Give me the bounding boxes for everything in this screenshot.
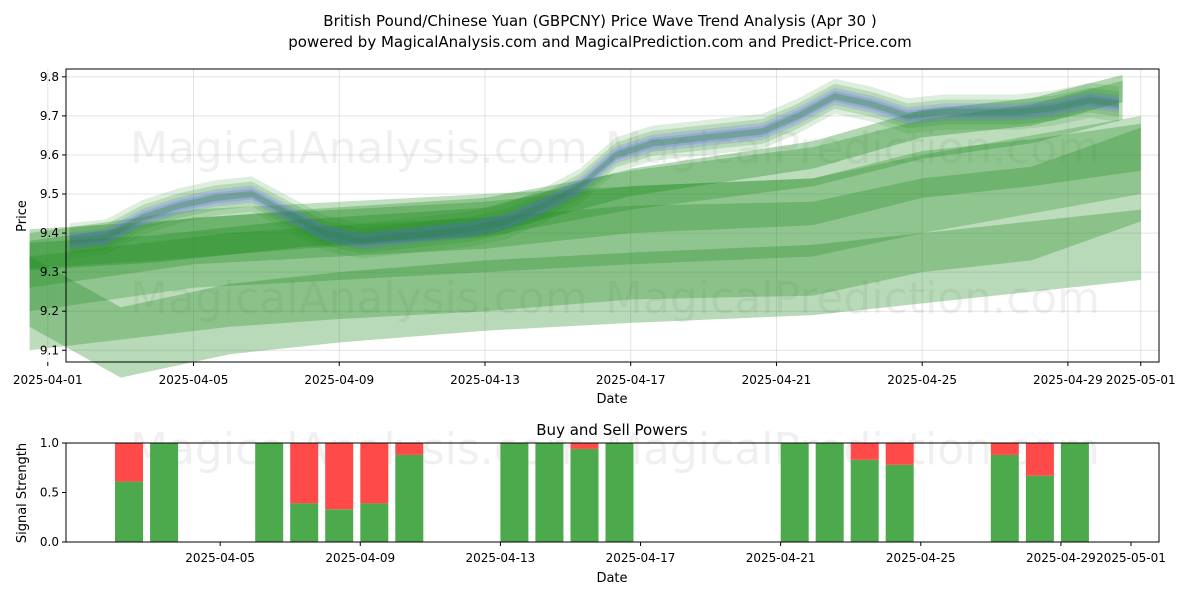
sell-power-bar	[885, 443, 914, 465]
price-y-tick-label: 9.2	[40, 304, 59, 318]
signal-y-tick-label: 0.0	[40, 535, 59, 549]
price-y-tick-label: 9.6	[40, 148, 59, 162]
signal-x-tick-label: 2025-05-01	[1096, 551, 1166, 565]
buy-power-bar	[290, 503, 319, 542]
watermark-analysis-mid: MagicalAnalysis.com	[130, 273, 588, 324]
watermark-prediction-mid: MagicalPrediction.com	[605, 273, 1100, 324]
watermark-prediction-top: MagicalPrediction.com	[605, 123, 1100, 174]
price-x-tick-label: 2025-04-13	[450, 373, 520, 387]
price-waves	[69, 78, 1119, 259]
sell-power-bar	[990, 443, 1019, 455]
price-wave-band	[69, 78, 1119, 259]
trend-band	[29, 123, 1141, 288]
trend-band	[29, 74, 1123, 271]
signal-x-tick-label: 2025-04-25	[886, 551, 956, 565]
buy-power-bar	[325, 509, 354, 542]
sell-power-bar	[360, 443, 389, 504]
price-y-ticks: 9.1 9.2 9.3 9.4 9.5 9.6 9.7 9.8	[40, 70, 66, 357]
buy-power-bar	[605, 443, 634, 542]
signal-x-tick-label: 2025-04-09	[325, 551, 395, 565]
price-x-tick-label: 2025-04-01	[13, 373, 83, 387]
price-y-tick-label: 9.5	[40, 187, 59, 201]
price-x-tick-label: 2025-04-17	[596, 373, 666, 387]
buy-power-bar	[150, 443, 179, 542]
buy-power-bar	[570, 448, 599, 542]
signal-x-ticks: 2025-04-05 2025-04-09 2025-04-13 2025-04-17…	[185, 542, 1166, 565]
price-y-tick-label: 9.3	[40, 265, 59, 279]
buy-power-bar	[255, 443, 284, 542]
signal-panel-title: Buy and Sell Powers	[536, 421, 688, 439]
price-x-tick-label: 2025-04-25	[887, 373, 957, 387]
price-y-axis-label: Price	[15, 200, 30, 232]
buy-power-bar	[395, 454, 424, 542]
price-plot-frame	[65, 68, 1160, 363]
price-y-tick-label: 9.7	[40, 109, 59, 123]
buy-power-bar	[535, 443, 564, 542]
chart-title-line-1: British Pound/Chinese Yuan (GBPCNY) Pric…	[323, 12, 876, 30]
signal-x-tick-label: 2025-04-21	[746, 551, 816, 565]
signal-y-tick-label: 0.5	[40, 486, 59, 500]
price-wave-band	[69, 83, 1119, 254]
trend-band	[29, 115, 1141, 312]
buy-power-bar	[1060, 443, 1089, 542]
signal-x-tick-label: 2025-04-29	[1026, 551, 1096, 565]
price-x-axis-label: Date	[596, 392, 627, 407]
price-y-tick-label: 9.1	[40, 343, 59, 357]
price-x-tick-label: 2025-05-01	[1106, 373, 1176, 387]
trend-bands	[29, 74, 1141, 378]
trend-band	[29, 80, 1123, 269]
trend-band	[29, 127, 1141, 351]
price-x-tick-label: 2025-04-09	[304, 373, 374, 387]
sell-power-bar	[290, 443, 319, 504]
trend-band	[29, 209, 1141, 378]
sell-power-bar	[1025, 443, 1054, 476]
signal-bars	[115, 443, 1089, 542]
signal-panel: Buy and Sell Powers MagicalAnalysis.com …	[15, 421, 1166, 586]
buy-power-bar	[780, 443, 809, 542]
buy-power-bar	[815, 443, 844, 542]
signal-x-tick-label: 2025-04-13	[466, 551, 536, 565]
price-panel: MagicalAnalysis.com MagicalPrediction.co…	[13, 68, 1176, 407]
buy-power-bar	[850, 459, 879, 542]
chart-title-line-2: powered by MagicalAnalysis.com and Magic…	[288, 33, 912, 51]
price-x-tick-label: 2025-04-21	[742, 373, 812, 387]
sell-power-bar	[325, 443, 354, 510]
price-wave-band	[69, 87, 1119, 250]
price-y-tick-label: 9.4	[40, 226, 59, 240]
buy-power-bar	[990, 454, 1019, 542]
price-wave-band	[69, 90, 1119, 247]
sell-power-bar	[395, 443, 424, 455]
buy-power-bar	[115, 481, 143, 542]
signal-y-axis-label: Signal Strength	[15, 443, 30, 543]
sell-power-bar	[850, 443, 879, 460]
signal-y-ticks: 0.0 0.5 1.0	[40, 436, 66, 549]
buy-power-bar	[885, 464, 914, 542]
signal-x-tick-label: 2025-04-17	[606, 551, 676, 565]
signal-x-tick-label: 2025-04-05	[185, 551, 255, 565]
price-grid	[47, 69, 1159, 362]
signal-y-tick-label: 1.0	[40, 436, 59, 450]
sell-power-bar	[570, 443, 599, 449]
price-x-ticks: 2025-04-01 2025-04-05 2025-04-09 2025-04-13…	[13, 362, 1176, 387]
buy-power-bar	[360, 503, 389, 542]
signal-x-axis-label: Date	[596, 571, 627, 586]
price-x-tick-label: 2025-04-05	[159, 373, 229, 387]
price-watermarks: MagicalAnalysis.com MagicalPrediction.co…	[130, 123, 1100, 324]
watermark-analysis-top: MagicalAnalysis.com	[130, 123, 588, 174]
price-y-tick-label: 9.8	[40, 70, 59, 84]
price-x-tick-label: 2025-04-29	[1033, 373, 1103, 387]
buy-power-bar	[1025, 475, 1054, 542]
buy-power-bar	[500, 443, 529, 542]
sell-power-bar	[115, 443, 143, 482]
